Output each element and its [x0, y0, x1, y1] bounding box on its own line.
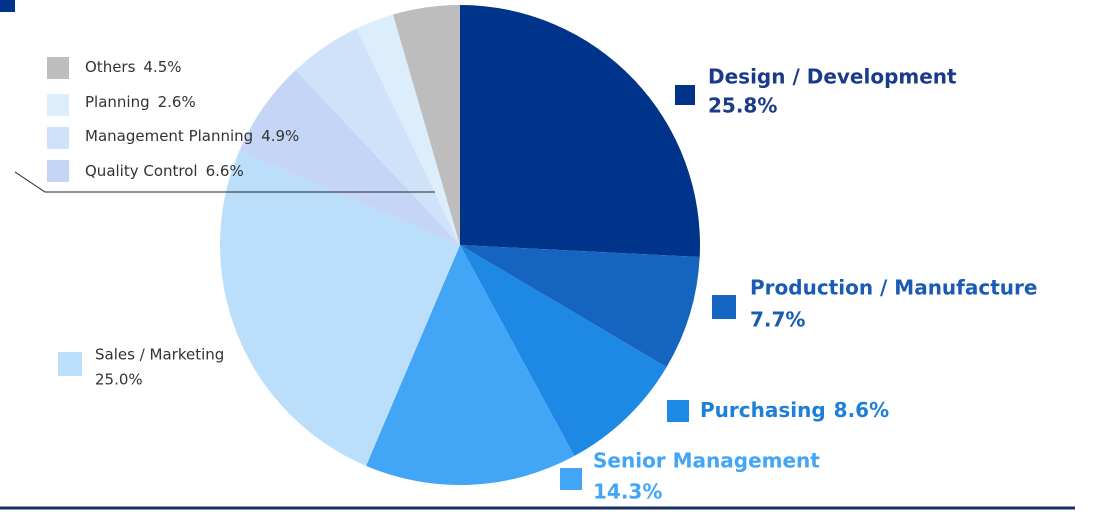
legend-swatch — [712, 295, 736, 319]
slice-name: Sales / Marketing — [95, 346, 224, 364]
slice-label: Purchasing 8.6% — [700, 398, 889, 422]
slice-name: Management Planning — [85, 127, 253, 145]
legend-swatch — [675, 85, 695, 105]
slice-value: 25.0% — [95, 371, 143, 389]
pie-slice — [239, 70, 460, 245]
pie-slice — [460, 5, 700, 258]
slice-name: Quality Control — [85, 162, 198, 180]
slice-name: Others — [85, 58, 136, 76]
legend-swatch — [58, 352, 82, 376]
pie-slice — [220, 151, 460, 466]
pie — [220, 5, 700, 486]
slice-value: 4.5% — [143, 58, 181, 76]
legend-swatch — [560, 468, 582, 490]
slice-value: 7.7% — [750, 308, 805, 332]
slice-name: Planning — [85, 93, 150, 111]
legend-swatch — [47, 94, 69, 116]
legend-swatch — [667, 400, 689, 422]
pie-slice — [295, 28, 460, 245]
slice-value: 4.9% — [261, 127, 299, 145]
slice-value: 14.3% — [593, 480, 662, 504]
legend-swatch — [47, 57, 69, 79]
pie-slice — [393, 5, 460, 245]
pie-slice — [366, 245, 575, 486]
legend-swatch — [47, 160, 69, 182]
pie-slice — [460, 245, 700, 368]
slice-value: 6.6% — [206, 162, 244, 180]
slice-label: Quality Control 6.6% — [85, 162, 244, 180]
legend-swatch — [47, 127, 69, 149]
slice-name: Production / Manufacture — [750, 276, 1037, 300]
slice-value: 2.6% — [158, 93, 196, 111]
corner-mark — [0, 0, 15, 12]
slice-value: 8.6% — [834, 398, 889, 422]
slice-name: Senior Management — [593, 449, 820, 473]
leader-line — [14, 171, 435, 193]
slice-name: Purchasing — [700, 398, 826, 422]
slice-value: 25.8% — [708, 94, 777, 118]
slice-label: Management Planning 4.9% — [85, 127, 299, 145]
pie-slice — [460, 245, 667, 457]
slice-label: Planning 2.6% — [85, 93, 196, 111]
slice-name: Design / Development — [708, 65, 957, 89]
pie-slice — [356, 14, 460, 246]
slice-label: Others 4.5% — [85, 58, 182, 76]
